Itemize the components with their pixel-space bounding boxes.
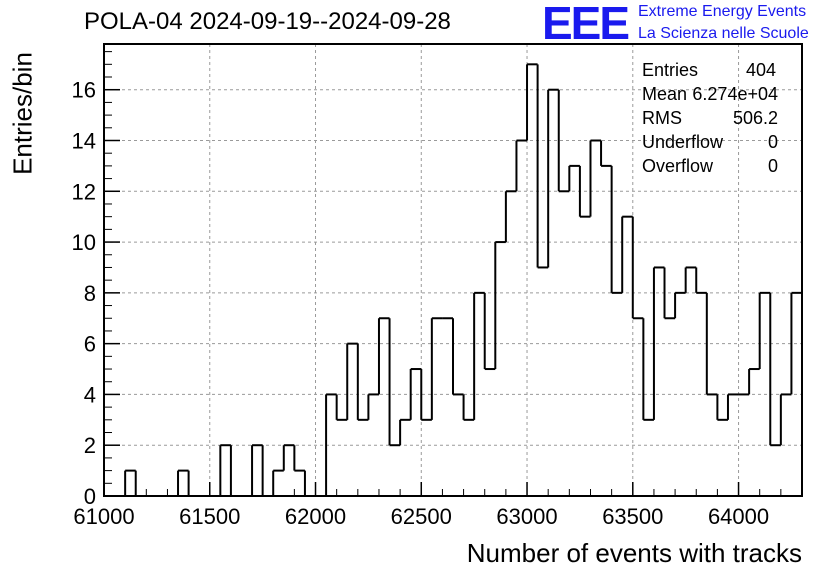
x-tick-label: 63000 <box>496 504 557 529</box>
x-tick-label: 61000 <box>73 504 134 529</box>
stat-underflow-label: Underflow <box>642 132 724 152</box>
x-tick-label: 64000 <box>708 504 769 529</box>
stat-entries-label: Entries <box>642 60 699 80</box>
x-axis-label: Number of events with tracks <box>466 538 802 568</box>
stat-rms-value: 506.2 <box>732 108 778 128</box>
y-tick-label: 4 <box>84 382 96 407</box>
x-tick-label: 61500 <box>179 504 240 529</box>
y-tick-label: 10 <box>72 230 96 255</box>
stat-rms: RMS 506.2 <box>640 108 778 132</box>
x-tick-label: 63500 <box>602 504 663 529</box>
y-axis-label: Entries/bin <box>7 52 38 175</box>
axis-ticks: 61000 61500 62000 62500 63000 63500 64000 0 2 4 6 8… <box>72 51 803 529</box>
stat-mean: Mean 6.274e+04 <box>640 84 778 108</box>
chart-title: POLA-04 2024-09-19--2024-09-28 <box>84 8 451 35</box>
y-tick-label: 6 <box>84 332 96 357</box>
x-tick-label: 62000 <box>285 504 346 529</box>
plot-frame <box>103 43 803 497</box>
stat-mean-label: Mean <box>642 84 688 104</box>
y-tick-label: 14 <box>72 128 96 153</box>
y-tick-label: 16 <box>72 78 96 103</box>
stat-overflow-value: 0 <box>767 156 778 176</box>
stat-entries: Entries 404 <box>640 60 778 84</box>
y-tick-label: 8 <box>84 281 96 306</box>
eee-logo-icon: EEE <box>542 0 630 49</box>
logo-line-2: La Scienza nelle Scuole <box>638 25 809 42</box>
stat-overflow-label: Overflow <box>642 156 714 176</box>
stat-overflow: Overflow 0 <box>640 156 778 180</box>
stat-mean-value: 6.274e+04 <box>692 84 778 104</box>
x-tick-label: 62500 <box>391 504 452 529</box>
logo-line-1: Extreme Energy Events <box>638 3 807 20</box>
stat-underflow: Underflow 0 <box>640 132 778 156</box>
stat-entries-value: 404 <box>745 60 776 80</box>
y-tick-label: 12 <box>72 179 96 204</box>
stat-rms-label: RMS <box>642 108 682 128</box>
y-tick-label: 2 <box>84 433 96 458</box>
y-tick-label: 0 <box>84 484 96 509</box>
stats-box: Entries 404 Mean 6.274e+04 RMS 506.2 Und… <box>640 60 778 180</box>
stat-underflow-value: 0 <box>767 132 778 152</box>
